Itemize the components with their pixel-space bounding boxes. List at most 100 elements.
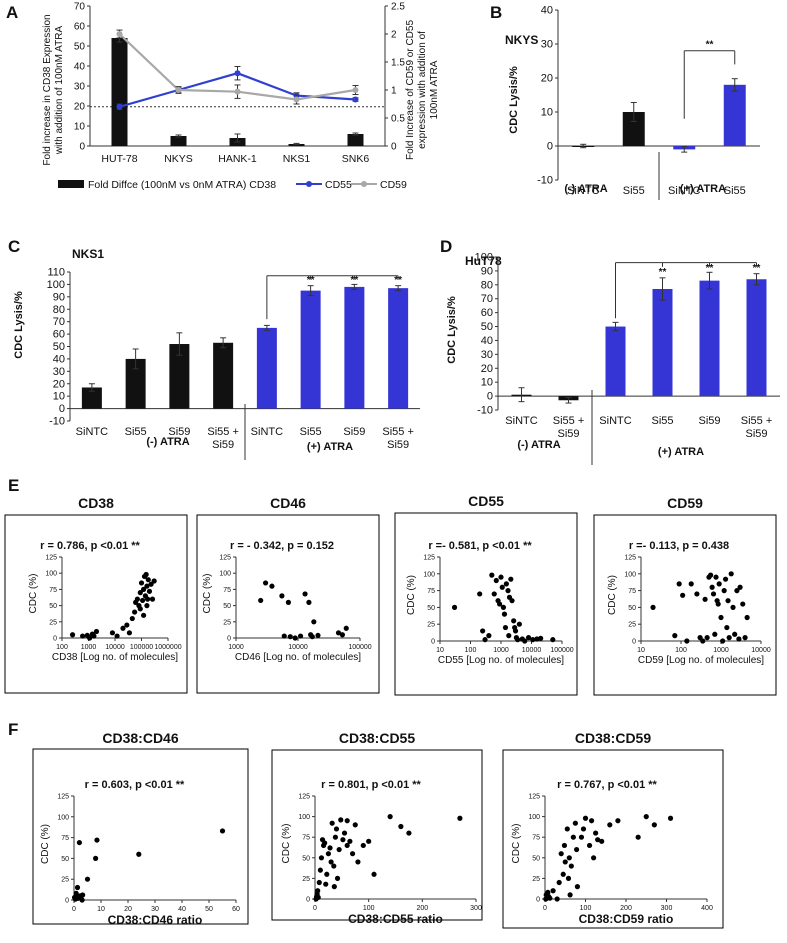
scatter-point xyxy=(572,820,578,826)
scatter-x-tick-label: 30 xyxy=(151,906,159,913)
panel-letter-d: D xyxy=(440,237,452,256)
scatter-point xyxy=(508,576,514,582)
scatter-point xyxy=(341,830,348,836)
b-category-label: Si55 xyxy=(623,185,645,197)
scatter-point xyxy=(144,603,150,609)
c-bar xyxy=(169,344,190,409)
scatter-point xyxy=(497,601,503,607)
scatter-x-tick-label: 0 xyxy=(313,905,317,912)
scatter-point xyxy=(331,863,337,869)
scatter-y-tick-label: 50 xyxy=(223,603,231,610)
scatter-y-tick-label: 125 xyxy=(219,555,231,562)
panel-d-group-neg: (-) ATRA xyxy=(517,439,560,451)
scatter-point xyxy=(562,859,568,865)
scatter-point xyxy=(309,634,315,640)
scatter-point xyxy=(588,818,595,824)
scatter-y-tick-label: 100 xyxy=(528,814,540,821)
scatter-point xyxy=(134,596,140,602)
d-y-tick-label: 10 xyxy=(481,377,493,389)
scatter-point xyxy=(336,846,342,853)
scatter-y-tick-label: 0 xyxy=(431,639,435,646)
scatter-y-tick-label: 25 xyxy=(223,619,231,626)
scatter-point xyxy=(573,846,580,853)
panel-b-ylabel: CDC Lysis/% xyxy=(508,66,520,134)
panel-c-ylabel: CDC Lysis/% xyxy=(13,291,25,359)
legend-cd59-label: CD59 xyxy=(380,179,407,191)
scatter-point xyxy=(713,574,719,580)
c-category-label: Si59 xyxy=(343,426,365,438)
scatter-y-tick-label: 75 xyxy=(302,835,310,842)
scatter-f3: CD38:CD59 r = 0.767, p <0.01 ** 0 25 50 75 100… xyxy=(502,730,724,929)
scatter-point xyxy=(538,635,544,641)
panel-a-legend: Fold Diffce (100nM vs 0nM ATRA) CD38 CD5… xyxy=(58,179,407,191)
c-sig-mark: ** xyxy=(350,275,358,286)
scatter-y-tick-label: 25 xyxy=(532,876,540,883)
d-y-tick-label: 0 xyxy=(487,391,493,403)
scatter-f2: CD38:CD55 r = 0.801, p <0.01 ** 0 25 50 75 100… xyxy=(271,730,483,926)
c-y-tick-label: 30 xyxy=(53,366,65,378)
panel-a-left-ylabel-line2: with addition of 100nM ATRA xyxy=(54,26,65,156)
scatter-point xyxy=(366,838,372,844)
scatter-point xyxy=(219,828,226,834)
scatter-point xyxy=(708,572,714,578)
c-y-tick-label: 90 xyxy=(53,291,65,303)
c-y-tick-label: 110 xyxy=(47,267,65,279)
a-category-label: HANK-1 xyxy=(218,153,257,165)
scatter-y-tick-label: 125 xyxy=(298,794,310,801)
panel-a-left-ylabel-line1: Fold increase in CD38 Expression xyxy=(42,14,53,165)
scatter-point xyxy=(722,576,729,582)
panel-b-group-neg: (-) ATRA xyxy=(564,183,607,195)
scatter-point xyxy=(148,581,154,587)
a-point-cd55 xyxy=(352,96,359,103)
scatter-point xyxy=(129,615,135,622)
d-category-label: Si55 + xyxy=(553,415,585,427)
scatter-ylabel: CDC (%) xyxy=(202,574,213,614)
scatter-frame xyxy=(593,514,777,696)
d-y-tick-label: 30 xyxy=(481,349,493,361)
scatter-point xyxy=(742,635,748,641)
scatter-point xyxy=(704,635,710,641)
a-bar-nkys xyxy=(170,136,187,146)
scatter-point xyxy=(297,633,304,639)
a-left-tick-label: 30 xyxy=(74,82,86,93)
scatter-x-tick-label: 1000000 xyxy=(154,644,181,651)
scatter-point xyxy=(736,636,742,642)
scatter-point xyxy=(349,851,356,857)
scatter-title: CD38:CD59 xyxy=(575,730,651,746)
scatter-point xyxy=(718,614,724,621)
scatter-point xyxy=(482,637,488,643)
c-y-tick-label: 40 xyxy=(53,353,65,365)
scatter-point xyxy=(607,822,613,828)
scatter-point xyxy=(480,628,486,634)
scatter-point xyxy=(730,604,736,611)
scatter-stat: r = 0.767, p <0.01 ** xyxy=(557,779,657,791)
scatter-x-tick-label: 10 xyxy=(97,906,105,913)
b-category-label: SiNTC xyxy=(668,185,700,197)
scatter-x-tick-label: 10 xyxy=(637,647,645,654)
d-category-label: Si55 + xyxy=(741,415,773,427)
scatter-point xyxy=(595,837,601,843)
scatter-y-tick-label: 100 xyxy=(423,571,435,578)
scatter-point xyxy=(715,601,721,607)
scatter-y-tick-label: 75 xyxy=(61,835,69,842)
d-bar xyxy=(699,280,720,397)
scatter-y-tick-label: 25 xyxy=(61,877,69,884)
scatter-point xyxy=(550,888,556,894)
scatter-point xyxy=(501,611,508,617)
scatter-x-tick-label: 10 xyxy=(436,647,444,654)
panel-letter-a: A xyxy=(6,3,18,22)
d-bar xyxy=(605,326,626,397)
scatter-point xyxy=(712,631,718,637)
scatter-point xyxy=(139,597,146,604)
scatter-point xyxy=(79,897,85,903)
d-sig-mark: ** xyxy=(753,263,761,274)
d-y-tick-label: 90 xyxy=(481,265,493,277)
scatter-point xyxy=(302,591,308,597)
scatter-point xyxy=(287,634,293,640)
scatter-y-tick-label: 25 xyxy=(49,619,57,626)
scatter-x-tick-label: 100 xyxy=(675,647,687,654)
scatter-ylabel: CDC (%) xyxy=(607,575,618,615)
panel-d-title: HuT78 xyxy=(465,254,502,268)
b-sig-mark: ** xyxy=(706,39,714,50)
